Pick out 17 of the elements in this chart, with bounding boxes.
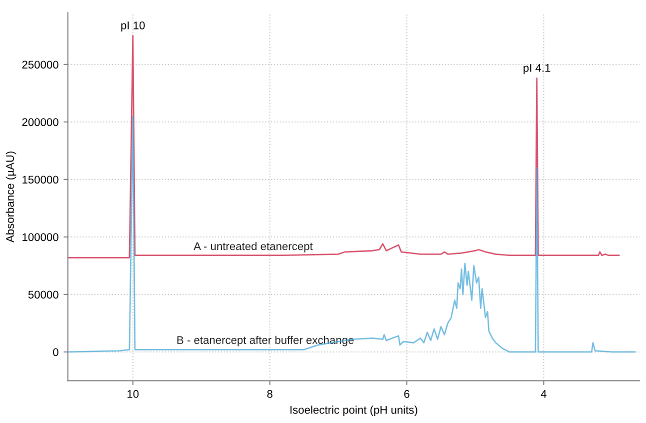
x-tick-label: 6 (404, 390, 410, 398)
x-tick-label: 10 (128, 390, 139, 398)
y-axis-title: Absorbance (µAU) (6, 152, 16, 242)
y-tick-label: 150000 (22, 176, 58, 184)
y-tick-label: 200000 (22, 118, 58, 126)
line-series (68, 34, 620, 258)
x-tick-label: 8 (267, 390, 272, 398)
x-tick-label: 4 (540, 390, 546, 398)
y-tick-label: 50000 (28, 290, 58, 299)
annotation: pI 10 (121, 21, 145, 32)
y-tick-label: 0 (53, 348, 58, 356)
line-series (68, 116, 636, 353)
series-label: A - untreated etanercept (194, 242, 313, 252)
annotation: pI 4.1 (524, 64, 550, 74)
y-tick-label: 250000 (22, 60, 58, 69)
x-axis-title: Isoelectric point (pH units) (290, 406, 418, 416)
y-tick-label: 100000 (22, 233, 58, 242)
